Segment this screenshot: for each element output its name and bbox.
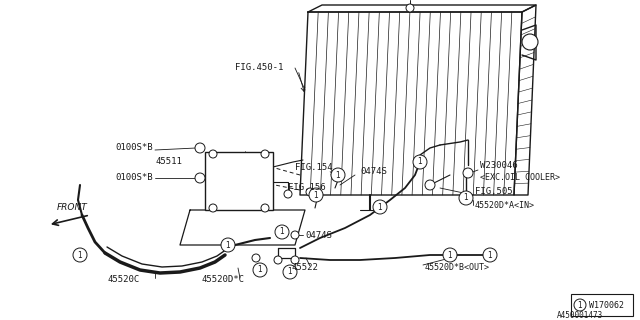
Circle shape [283,265,297,279]
Text: W230046: W230046 [480,161,518,170]
Text: A450001473: A450001473 [557,310,603,319]
Circle shape [463,168,473,178]
FancyBboxPatch shape [205,152,273,210]
Circle shape [291,256,299,264]
Circle shape [306,188,314,196]
Text: 1: 1 [488,251,492,260]
Text: 0474S: 0474S [360,167,387,177]
Circle shape [209,150,217,158]
Text: 45520D*C: 45520D*C [202,276,245,284]
Circle shape [73,248,87,262]
Circle shape [261,150,269,158]
Text: 1: 1 [378,203,382,212]
Text: FRONT: FRONT [56,203,88,212]
Text: 1: 1 [447,251,452,260]
Text: FIG.154: FIG.154 [295,164,333,172]
Circle shape [373,200,387,214]
Text: FIG.505: FIG.505 [475,188,513,196]
Circle shape [274,256,282,264]
Circle shape [483,248,497,262]
Text: FIG.156: FIG.156 [288,183,326,193]
Text: W170062: W170062 [589,300,624,309]
Circle shape [459,191,473,205]
Text: 0100S*B: 0100S*B [115,143,152,153]
Circle shape [252,254,260,262]
Text: 45520D*A<IN>: 45520D*A<IN> [475,201,535,210]
Circle shape [522,34,538,50]
Circle shape [406,4,414,12]
Text: 1: 1 [280,228,284,236]
Text: 1: 1 [258,266,262,275]
Text: 45511: 45511 [155,157,182,166]
Text: 1: 1 [77,251,83,260]
Circle shape [261,204,269,212]
Circle shape [284,190,292,198]
Text: 0474S: 0474S [305,230,332,239]
Text: <EXC.OIL COOLER>: <EXC.OIL COOLER> [480,173,560,182]
Circle shape [253,263,267,277]
Text: 1: 1 [418,157,422,166]
Circle shape [443,248,457,262]
Circle shape [195,143,205,153]
Text: 1: 1 [287,268,292,276]
Circle shape [195,173,205,183]
Text: 45522: 45522 [292,263,319,273]
Circle shape [413,155,427,169]
Text: 1: 1 [226,241,230,250]
FancyBboxPatch shape [571,294,633,316]
Text: 1: 1 [335,171,340,180]
Circle shape [275,225,289,239]
Text: FIG.450-1: FIG.450-1 [235,63,284,73]
Text: 0100S*B: 0100S*B [115,173,152,182]
Circle shape [574,299,586,311]
Text: 45520C: 45520C [108,276,140,284]
Text: 1: 1 [314,190,318,199]
Circle shape [291,231,299,239]
Circle shape [425,180,435,190]
Text: 1: 1 [463,194,468,203]
Text: 1: 1 [578,300,582,309]
Circle shape [221,238,235,252]
Circle shape [331,168,345,182]
Circle shape [309,188,323,202]
Text: 45520D*B<OUT>: 45520D*B<OUT> [425,263,490,273]
Circle shape [209,204,217,212]
